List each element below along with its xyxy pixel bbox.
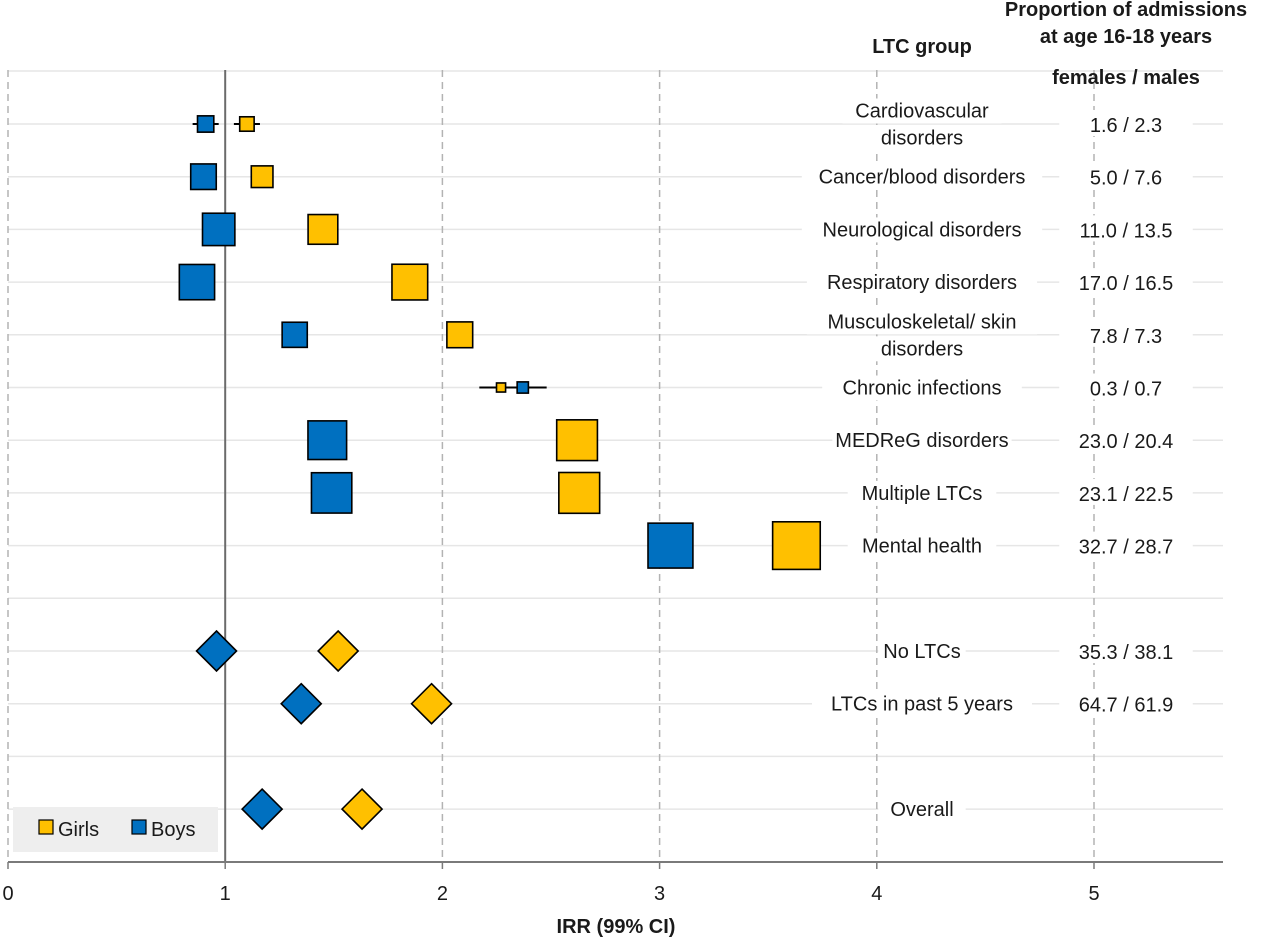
header-proportion-line2: at age 16-18 years bbox=[1040, 26, 1212, 48]
marker-boys bbox=[201, 212, 236, 247]
marker-boys bbox=[516, 381, 530, 394]
proportion-background bbox=[1059, 268, 1193, 295]
row-label: No LTCs bbox=[883, 641, 960, 663]
legend-swatch-girls bbox=[38, 819, 54, 835]
x-tick-label: 3 bbox=[654, 883, 665, 905]
row-label: Cardiovascular bbox=[855, 101, 989, 123]
row-label-background bbox=[842, 98, 1002, 124]
marker-boys bbox=[189, 163, 218, 191]
proportion-background bbox=[1059, 320, 1193, 347]
row-label-background bbox=[801, 164, 1043, 190]
row-label-background bbox=[822, 375, 1022, 401]
diamond-boys bbox=[240, 787, 284, 831]
x-axis-label: IRR (99% CI) bbox=[557, 916, 676, 938]
marker-girls bbox=[446, 321, 474, 349]
marker-boys bbox=[281, 321, 309, 349]
row-label: LTCs in past 5 years bbox=[831, 694, 1013, 716]
legend-label-girls: Girls bbox=[58, 819, 99, 841]
proportion-value: 5.0 / 7.6 bbox=[1090, 168, 1162, 190]
row-label-background bbox=[878, 797, 966, 823]
header-sex-split: females / males bbox=[1052, 67, 1200, 89]
marker-girls bbox=[250, 165, 274, 189]
marker-boys bbox=[647, 522, 694, 569]
proportion-background bbox=[1059, 373, 1193, 400]
row-label: Multiple LTCs bbox=[862, 483, 983, 505]
marker-girls bbox=[771, 520, 822, 571]
row-label: Overall bbox=[890, 799, 953, 821]
row-label: Musculoskeletal/ skin bbox=[828, 311, 1017, 333]
header-proportion-line1: Proportion of admissions bbox=[1005, 0, 1247, 21]
row-label: disorders bbox=[881, 338, 963, 360]
x-tick-label: 1 bbox=[220, 883, 231, 905]
marker-girls bbox=[555, 419, 599, 462]
row-label-background bbox=[878, 639, 966, 664]
marker-boys bbox=[196, 115, 215, 133]
proportion-background bbox=[1059, 531, 1193, 558]
row-label: Neurological disorders bbox=[823, 219, 1022, 241]
legend-swatch-boys bbox=[131, 819, 147, 835]
diamond-boys bbox=[195, 629, 238, 673]
marker-boys bbox=[307, 420, 348, 461]
proportion-value: 7.8 / 7.3 bbox=[1090, 326, 1162, 348]
marker-girls bbox=[558, 471, 601, 515]
legend-label-boys: Boys bbox=[151, 819, 195, 841]
row-label-background bbox=[847, 480, 997, 506]
marker-girls bbox=[391, 263, 429, 301]
proportion-background bbox=[1059, 426, 1193, 453]
row-label-background bbox=[847, 533, 997, 559]
row-label-background bbox=[806, 309, 1038, 335]
row-label: MEDReG disorders bbox=[835, 430, 1008, 452]
proportion-background bbox=[1059, 162, 1193, 189]
row-label: Cancer/blood disorders bbox=[819, 167, 1026, 189]
row-label: Respiratory disorders bbox=[827, 272, 1017, 294]
proportion-value: 11.0 / 13.5 bbox=[1079, 220, 1172, 242]
diamond-girls bbox=[410, 682, 453, 725]
markers bbox=[178, 115, 822, 831]
row-label-background bbox=[832, 428, 1012, 454]
x-tick-label: 2 bbox=[437, 883, 448, 905]
proportion-background bbox=[1059, 215, 1193, 242]
x-axis: 0 1 2 3 4 5 bbox=[2, 861, 1223, 905]
row-label-background bbox=[806, 270, 1038, 296]
row-labels: Cardiovascular disorders 1.6 / 2.3 Cancer/b… bbox=[801, 98, 1193, 823]
proportion-value: 23.0 / 20.4 bbox=[1079, 431, 1174, 453]
row-label: disorders bbox=[881, 128, 963, 150]
row-label-background bbox=[868, 336, 976, 362]
row-label-background bbox=[801, 217, 1043, 243]
proportion-value: 1.6 / 2.3 bbox=[1090, 115, 1162, 137]
proportion-value: 64.7 / 61.9 bbox=[1079, 695, 1174, 717]
row-label: Mental health bbox=[862, 536, 982, 558]
x-tick-label: 4 bbox=[871, 883, 882, 905]
proportion-value: 23.1 / 22.5 bbox=[1079, 484, 1174, 506]
marker-girls bbox=[307, 213, 339, 246]
x-tick-label: 0 bbox=[2, 883, 13, 905]
proportion-value: 35.3 / 38.1 bbox=[1079, 642, 1174, 664]
x-tick-label: 5 bbox=[1088, 883, 1099, 905]
proportion-value: 32.7 / 28.7 bbox=[1079, 537, 1174, 559]
diamond-boys bbox=[280, 682, 323, 725]
marker-boys bbox=[310, 471, 353, 514]
legend: Girls Boys bbox=[13, 807, 218, 852]
row-label-background bbox=[812, 691, 1032, 717]
proportion-background bbox=[1059, 689, 1193, 716]
diamond-girls bbox=[317, 629, 360, 673]
row-label-background bbox=[868, 125, 976, 151]
header-ltc-group: LTC group bbox=[872, 36, 972, 58]
proportion-value: 0.3 / 0.7 bbox=[1090, 379, 1162, 401]
marker-boys bbox=[178, 263, 216, 301]
marker-girls bbox=[238, 115, 255, 133]
row-label: Chronic infections bbox=[843, 378, 1002, 400]
diamond-girls bbox=[340, 787, 384, 831]
proportion-background bbox=[1059, 478, 1193, 505]
proportion-background bbox=[1059, 637, 1193, 663]
proportion-value: 17.0 / 16.5 bbox=[1079, 273, 1174, 295]
marker-girls bbox=[495, 382, 507, 393]
proportion-background bbox=[1059, 110, 1193, 136]
